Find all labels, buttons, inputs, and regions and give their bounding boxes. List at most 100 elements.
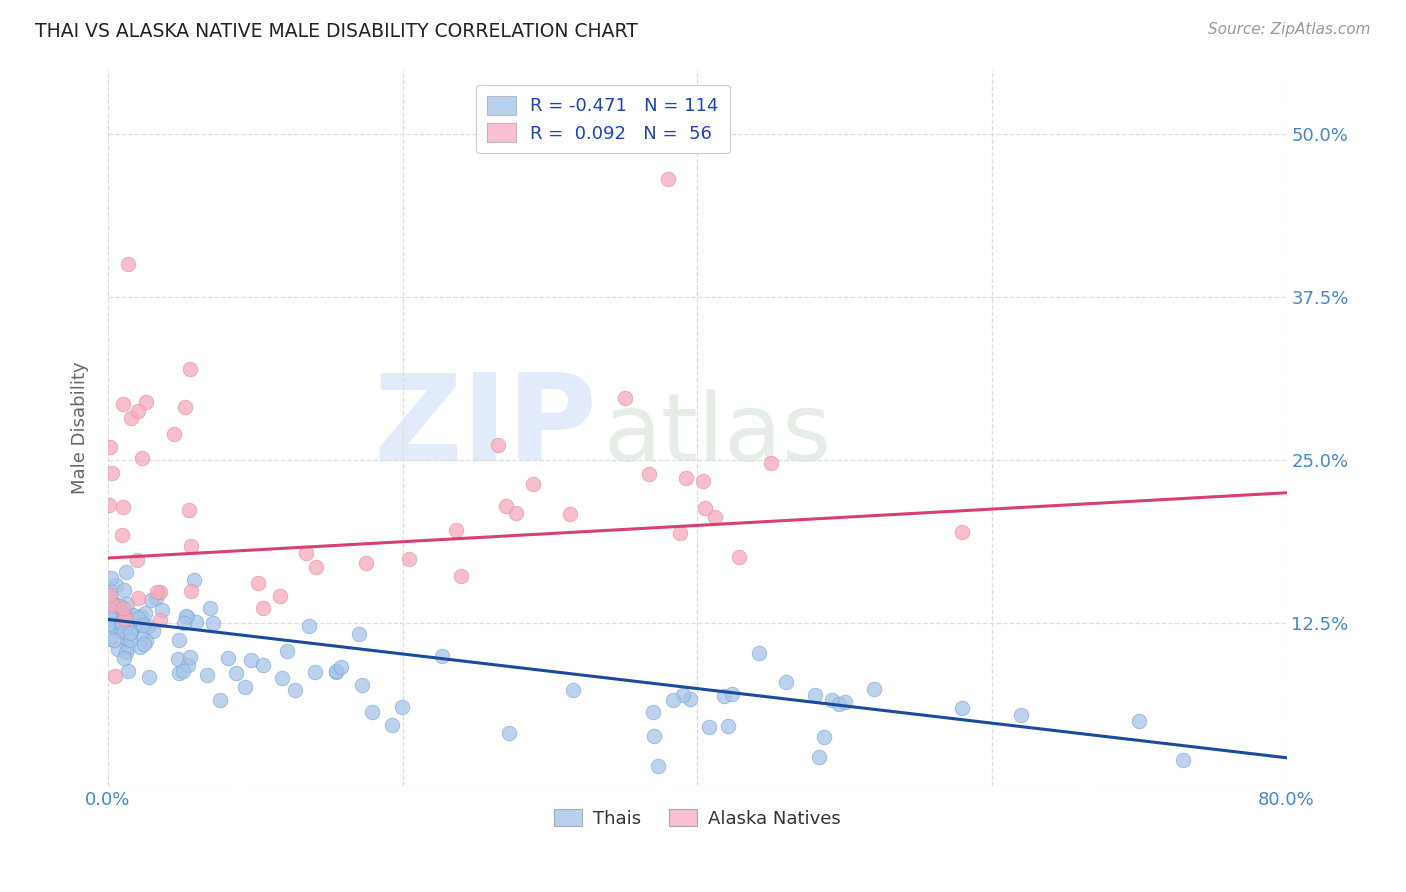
Point: [952, 524, 974, 539]
Point: [304, 665, 326, 680]
Point: [98, 588, 121, 602]
Point: [1173, 753, 1195, 767]
Point: [641, 705, 664, 719]
Point: [111, 617, 134, 632]
Point: [131, 627, 153, 641]
Point: [247, 576, 270, 591]
Point: [111, 620, 134, 634]
Point: [329, 660, 352, 674]
Point: [112, 651, 135, 665]
Point: [150, 603, 173, 617]
Point: [111, 625, 134, 640]
Point: [104, 620, 127, 634]
Point: [134, 606, 156, 620]
Point: [120, 608, 142, 623]
Point: [134, 637, 156, 651]
Point: [197, 668, 219, 682]
Point: [127, 611, 149, 625]
Point: [672, 688, 695, 702]
Point: [108, 599, 131, 613]
Point: [808, 750, 831, 764]
Point: [325, 664, 347, 678]
Point: [1128, 714, 1150, 729]
Point: [101, 598, 124, 612]
Point: [111, 527, 134, 541]
Point: [350, 678, 373, 692]
Point: [298, 619, 321, 633]
Point: [114, 620, 136, 634]
Point: [834, 695, 856, 709]
Point: [486, 438, 509, 452]
Point: [176, 609, 198, 624]
Point: [179, 361, 201, 376]
Point: [120, 411, 142, 425]
Point: [180, 584, 202, 599]
Text: ZIP: ZIP: [374, 369, 598, 486]
Point: [118, 632, 141, 647]
Point: [662, 693, 685, 707]
Point: [775, 675, 797, 690]
Point: [450, 569, 472, 583]
Point: [713, 689, 735, 703]
Point: [138, 670, 160, 684]
Point: [112, 500, 135, 514]
Point: [120, 625, 142, 640]
Point: [104, 668, 127, 682]
Legend: Thais, Alaska Natives: Thais, Alaska Natives: [547, 802, 848, 835]
Point: [101, 466, 124, 480]
Point: [252, 601, 274, 615]
Point: [136, 618, 159, 632]
Point: [127, 404, 149, 418]
Point: [127, 591, 149, 606]
Point: [98, 440, 121, 454]
Point: [721, 687, 744, 701]
Point: [128, 640, 150, 654]
Point: [294, 546, 316, 560]
Point: [112, 624, 135, 639]
Point: [98, 582, 121, 597]
Point: [728, 549, 751, 564]
Point: [167, 665, 190, 680]
Point: [104, 578, 127, 592]
Point: [614, 391, 637, 405]
Point: [115, 565, 138, 579]
Point: [142, 624, 165, 638]
Point: [115, 597, 138, 611]
Point: [813, 731, 835, 745]
Point: [558, 507, 581, 521]
Point: [100, 571, 122, 585]
Point: [118, 626, 141, 640]
Point: [692, 474, 714, 488]
Point: [131, 450, 153, 465]
Point: [398, 551, 420, 566]
Point: [505, 506, 527, 520]
Point: [174, 400, 197, 414]
Point: [360, 706, 382, 720]
Point: [239, 653, 262, 667]
Point: [98, 632, 121, 646]
Point: [381, 717, 404, 731]
Point: [177, 657, 200, 672]
Point: [522, 476, 544, 491]
Point: [637, 467, 659, 481]
Point: [252, 657, 274, 672]
Point: [233, 680, 256, 694]
Point: [276, 644, 298, 658]
Point: [145, 591, 167, 606]
Point: [432, 648, 454, 663]
Point: [217, 650, 239, 665]
Point: [174, 608, 197, 623]
Point: [114, 618, 136, 632]
Point: [98, 607, 121, 621]
Point: [952, 701, 974, 715]
Point: [172, 665, 194, 679]
Point: [347, 626, 370, 640]
Point: [180, 539, 202, 553]
Point: [111, 601, 134, 615]
Y-axis label: Male Disability: Male Disability: [72, 361, 89, 494]
Text: Source: ZipAtlas.com: Source: ZipAtlas.com: [1208, 22, 1371, 37]
Point: [132, 618, 155, 632]
Point: [444, 524, 467, 538]
Point: [200, 600, 222, 615]
Text: atlas: atlas: [603, 389, 831, 481]
